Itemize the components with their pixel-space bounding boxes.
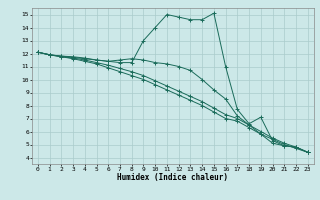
- X-axis label: Humidex (Indice chaleur): Humidex (Indice chaleur): [117, 173, 228, 182]
